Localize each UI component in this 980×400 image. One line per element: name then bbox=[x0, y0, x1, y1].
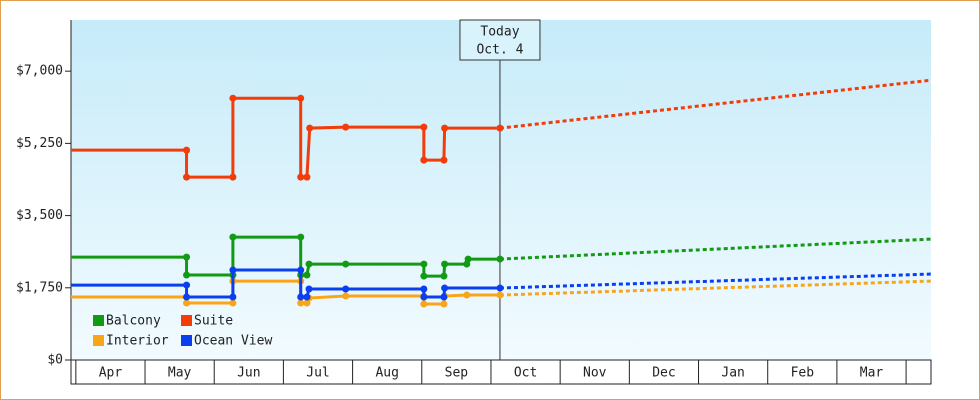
x-tick-label: Mar bbox=[860, 366, 884, 381]
y-tick-label: $7,000 bbox=[16, 64, 63, 79]
point bbox=[303, 271, 311, 279]
forecast-line bbox=[499, 78, 932, 130]
point bbox=[420, 285, 428, 293]
x-tick-label: May bbox=[168, 366, 192, 381]
x-tick-label: Dec bbox=[652, 366, 675, 381]
x-tick-label: Oct bbox=[514, 366, 537, 381]
today-box bbox=[459, 19, 541, 61]
legend-swatch bbox=[93, 335, 104, 346]
x-tick-label: Jul bbox=[306, 366, 329, 381]
point bbox=[303, 173, 311, 181]
point bbox=[306, 124, 314, 132]
point bbox=[183, 253, 191, 261]
point bbox=[229, 173, 237, 181]
point bbox=[229, 299, 237, 307]
legend-label: Suite bbox=[194, 314, 233, 329]
point bbox=[229, 233, 237, 241]
point bbox=[297, 173, 305, 181]
today-label: Oct. 4 bbox=[476, 43, 523, 58]
y-tick-label: $3,500 bbox=[16, 208, 63, 223]
point bbox=[305, 260, 313, 268]
legend-swatch bbox=[93, 315, 104, 326]
point bbox=[342, 292, 350, 300]
point bbox=[420, 156, 428, 164]
point bbox=[496, 291, 504, 299]
point bbox=[297, 299, 305, 307]
forecast-line bbox=[499, 237, 932, 261]
point bbox=[441, 124, 449, 132]
legend-swatch bbox=[181, 315, 192, 326]
forecast-line bbox=[499, 279, 932, 297]
point bbox=[440, 293, 448, 301]
today-label: Today bbox=[480, 25, 519, 40]
point bbox=[464, 255, 472, 263]
plot-area bbox=[71, 20, 931, 360]
point bbox=[342, 260, 350, 268]
point bbox=[305, 285, 313, 293]
point bbox=[297, 233, 305, 241]
point bbox=[496, 124, 504, 132]
legend-swatch bbox=[181, 335, 192, 346]
x-tick-label: Jun bbox=[237, 366, 260, 381]
point bbox=[440, 300, 448, 308]
x-tick-label: Sep bbox=[445, 366, 469, 381]
point bbox=[183, 173, 191, 181]
point bbox=[496, 284, 504, 292]
point bbox=[420, 272, 428, 280]
point bbox=[420, 300, 428, 308]
point bbox=[183, 299, 191, 307]
x-tick-label: Apr bbox=[99, 366, 123, 381]
point bbox=[420, 123, 428, 131]
x-tick-label: Feb bbox=[791, 366, 815, 381]
point bbox=[297, 94, 305, 102]
y-tick-label: $1,750 bbox=[16, 280, 63, 295]
point bbox=[440, 272, 448, 280]
point bbox=[496, 255, 504, 263]
y-tick-label: $5,250 bbox=[16, 136, 63, 151]
point bbox=[229, 266, 237, 274]
x-tick-label: Jan bbox=[721, 366, 744, 381]
point bbox=[441, 284, 449, 292]
point bbox=[342, 123, 350, 131]
forecast-line bbox=[499, 272, 932, 290]
point bbox=[229, 293, 237, 301]
point bbox=[297, 266, 305, 274]
point bbox=[420, 293, 428, 301]
legend-label: Balcony bbox=[106, 314, 161, 329]
legend-label: Interior bbox=[106, 334, 169, 349]
point bbox=[183, 293, 191, 301]
legend-label: Ocean View bbox=[194, 334, 272, 349]
point bbox=[463, 291, 471, 299]
point bbox=[440, 156, 448, 164]
point bbox=[303, 293, 311, 301]
point bbox=[297, 293, 305, 301]
point bbox=[183, 281, 191, 289]
point bbox=[229, 94, 237, 102]
y-tick-label: $0 bbox=[47, 353, 63, 368]
point bbox=[420, 260, 428, 268]
point bbox=[441, 260, 449, 268]
point bbox=[183, 146, 191, 154]
point bbox=[342, 285, 350, 293]
x-tick-label: Aug bbox=[375, 366, 398, 381]
point bbox=[183, 271, 191, 279]
x-tick-label: Nov bbox=[583, 366, 607, 381]
